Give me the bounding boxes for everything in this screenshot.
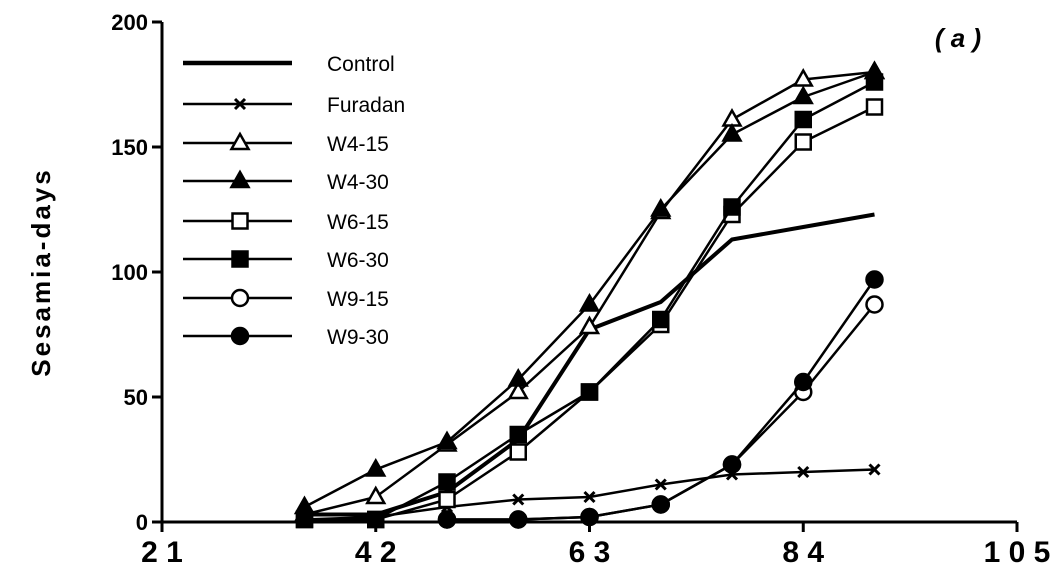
data-point-w6-15 — [509, 443, 527, 461]
y-axis-label: Sesamia-days — [26, 167, 56, 376]
x-ticks: 2 1 4 2 6 3 8 4 1 0 5 — [141, 522, 1050, 569]
legend-label: Control — [327, 53, 395, 76]
data-point-w6-30 — [367, 510, 385, 529]
data-point-w9-30 — [509, 510, 528, 529]
series-w4-30 — [293, 60, 886, 515]
data-point-w4-30 — [365, 457, 387, 477]
data-point-w6-30 — [580, 383, 599, 401]
data-point-furadan — [583, 490, 596, 504]
data-point-w6-15 — [794, 133, 812, 151]
legend-item-w4-15: W4-15 — [183, 131, 389, 156]
legend-label: W9-15 — [327, 288, 389, 311]
y-tick-label: 50 — [124, 385, 148, 410]
x-tick-label: 8 4 — [782, 536, 824, 569]
legend-item-furadan: Furadan — [183, 94, 405, 117]
series-control — [304, 212, 875, 517]
data-point-w9-30 — [580, 507, 599, 527]
legend-label: W6-30 — [327, 249, 389, 272]
data-point-w4-30 — [507, 367, 529, 387]
series-w6-30 — [295, 73, 884, 529]
series-group — [293, 60, 886, 529]
data-point-w4-15 — [365, 485, 387, 505]
data-point-w9-15 — [865, 295, 884, 314]
legend-label: W4-30 — [327, 171, 389, 194]
legend-label: Furadan — [327, 94, 405, 117]
x-tick-label: 1 0 5 — [984, 536, 1051, 569]
legend-label: W4-15 — [327, 133, 389, 156]
data-point-w4-30 — [792, 85, 814, 105]
series-w9-30 — [437, 270, 884, 529]
data-point-w6-30 — [438, 473, 456, 491]
legend-marker — [231, 212, 249, 230]
data-point-w4-30 — [578, 292, 601, 312]
legend-marker — [231, 250, 249, 268]
legend-marker — [233, 97, 247, 111]
data-point-w9-30 — [437, 510, 457, 529]
x-tick-label: 6 3 — [569, 536, 611, 569]
legend-item-w6-30: W6-30 — [183, 249, 389, 272]
legend-item-control: Control — [183, 53, 395, 76]
y-tick-label: 0 — [136, 510, 148, 535]
data-point-furadan — [654, 478, 667, 491]
data-point-w9-30 — [651, 495, 670, 514]
series-line-control — [304, 212, 875, 517]
data-point-w6-15 — [865, 98, 884, 116]
data-point-furadan — [797, 465, 810, 479]
legend-item-w9-30: W9-30 — [183, 326, 389, 349]
data-point-w6-30 — [865, 73, 884, 91]
x-tick-label: 2 1 — [141, 536, 183, 569]
data-point-w9-30 — [794, 372, 813, 392]
series-line-w9-15 — [447, 303, 876, 521]
data-point-w4-30 — [436, 430, 458, 450]
y-tick-label: 200 — [111, 10, 148, 35]
legend-marker — [230, 326, 250, 346]
data-point-furadan — [868, 463, 881, 476]
legend-label: W9-30 — [327, 326, 389, 349]
legend-marker — [230, 288, 250, 308]
y-ticks: 0 50 100 150 200 — [111, 10, 162, 535]
axes — [160, 22, 1017, 524]
legend-label: W6-15 — [327, 211, 389, 234]
data-point-furadan — [512, 493, 525, 506]
data-point-w6-15 — [438, 490, 456, 509]
legend-item-w9-15: W9-15 — [183, 288, 389, 311]
data-point-w4-15 — [578, 315, 601, 335]
data-point-w6-30 — [723, 198, 741, 216]
y-tick-label: 150 — [111, 135, 148, 160]
legend-marker — [229, 131, 251, 151]
series-line-w6-15 — [304, 105, 876, 521]
y-tick-label: 100 — [111, 260, 148, 285]
data-point-w9-30 — [722, 455, 742, 474]
series-w6-15 — [295, 98, 884, 529]
legend-item-w4-30: W4-30 — [183, 169, 389, 194]
data-point-w6-30 — [794, 110, 812, 129]
legend: Control Furadan W4-15 W4-30 W6-15 W6-30 W9-15 W… — [183, 53, 405, 349]
data-point-w9-30 — [865, 270, 884, 289]
data-point-w6-30 — [652, 310, 670, 329]
data-point-w6-30 — [509, 425, 527, 444]
data-point-w4-30 — [650, 197, 672, 217]
x-tick-label: 4 2 — [355, 536, 397, 569]
data-point-w6-30 — [295, 510, 314, 529]
data-point-w4-15 — [507, 380, 529, 400]
data-point-w4-30 — [721, 122, 743, 142]
panel-label: ( a ) — [935, 23, 981, 53]
legend-item-w6-15: W6-15 — [183, 211, 389, 234]
legend-marker — [229, 169, 251, 189]
